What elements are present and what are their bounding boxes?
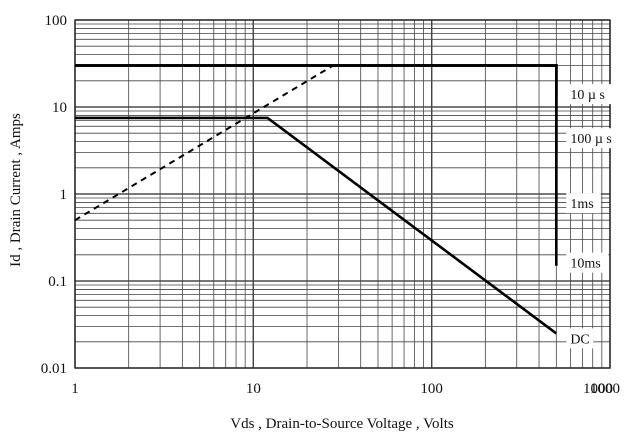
- curve-label: DC: [570, 332, 589, 347]
- curve-label: 10 µ s: [570, 88, 605, 103]
- plot-frame: [74, 19, 611, 369]
- y-axis-title: Id , Drain Current , Amps: [8, 113, 24, 267]
- y-tick-label: 0.01: [41, 361, 67, 377]
- y-tick-label: 10: [52, 100, 67, 116]
- soa-curve-3: [75, 64, 558, 203]
- soa-curve-1: [75, 64, 558, 98]
- x-tick-label: 100: [420, 381, 443, 397]
- soa-curve-4: [75, 64, 558, 266]
- y-tick-label: 100: [45, 13, 68, 29]
- x-tick-label: 1: [71, 381, 79, 397]
- x-tick-label: 1000: [583, 381, 613, 397]
- grid: [74, 19, 611, 369]
- x-tick-label: 1000: [590, 381, 620, 397]
- rds-limit-line: [74, 64, 334, 222]
- y-tick-label: 1: [60, 187, 68, 203]
- x-axis-title: Vds , Drain-to-Source Voltage , Volts: [230, 416, 454, 432]
- label-backgrounds: [566, 84, 625, 349]
- curve-label-bg: [566, 84, 624, 105]
- curve-label-bg: [566, 128, 625, 149]
- soa-curve-5: [75, 116, 558, 335]
- curve-label: 1ms: [570, 197, 593, 212]
- curve-label: 10ms: [570, 257, 600, 272]
- x-tick-label: 10: [246, 381, 261, 397]
- curves: [74, 64, 558, 335]
- curve-label: 100 µ s: [570, 132, 612, 147]
- curve-label-bg: [566, 252, 609, 273]
- soa-curve-2: [75, 64, 558, 153]
- curve-label-bg: [566, 328, 594, 349]
- y-tick-label: 0.1: [48, 274, 67, 290]
- curve-labels: 10 µ s 100 µ s 1ms 10ms DC: [570, 88, 612, 347]
- curve-label-bg: [566, 193, 601, 214]
